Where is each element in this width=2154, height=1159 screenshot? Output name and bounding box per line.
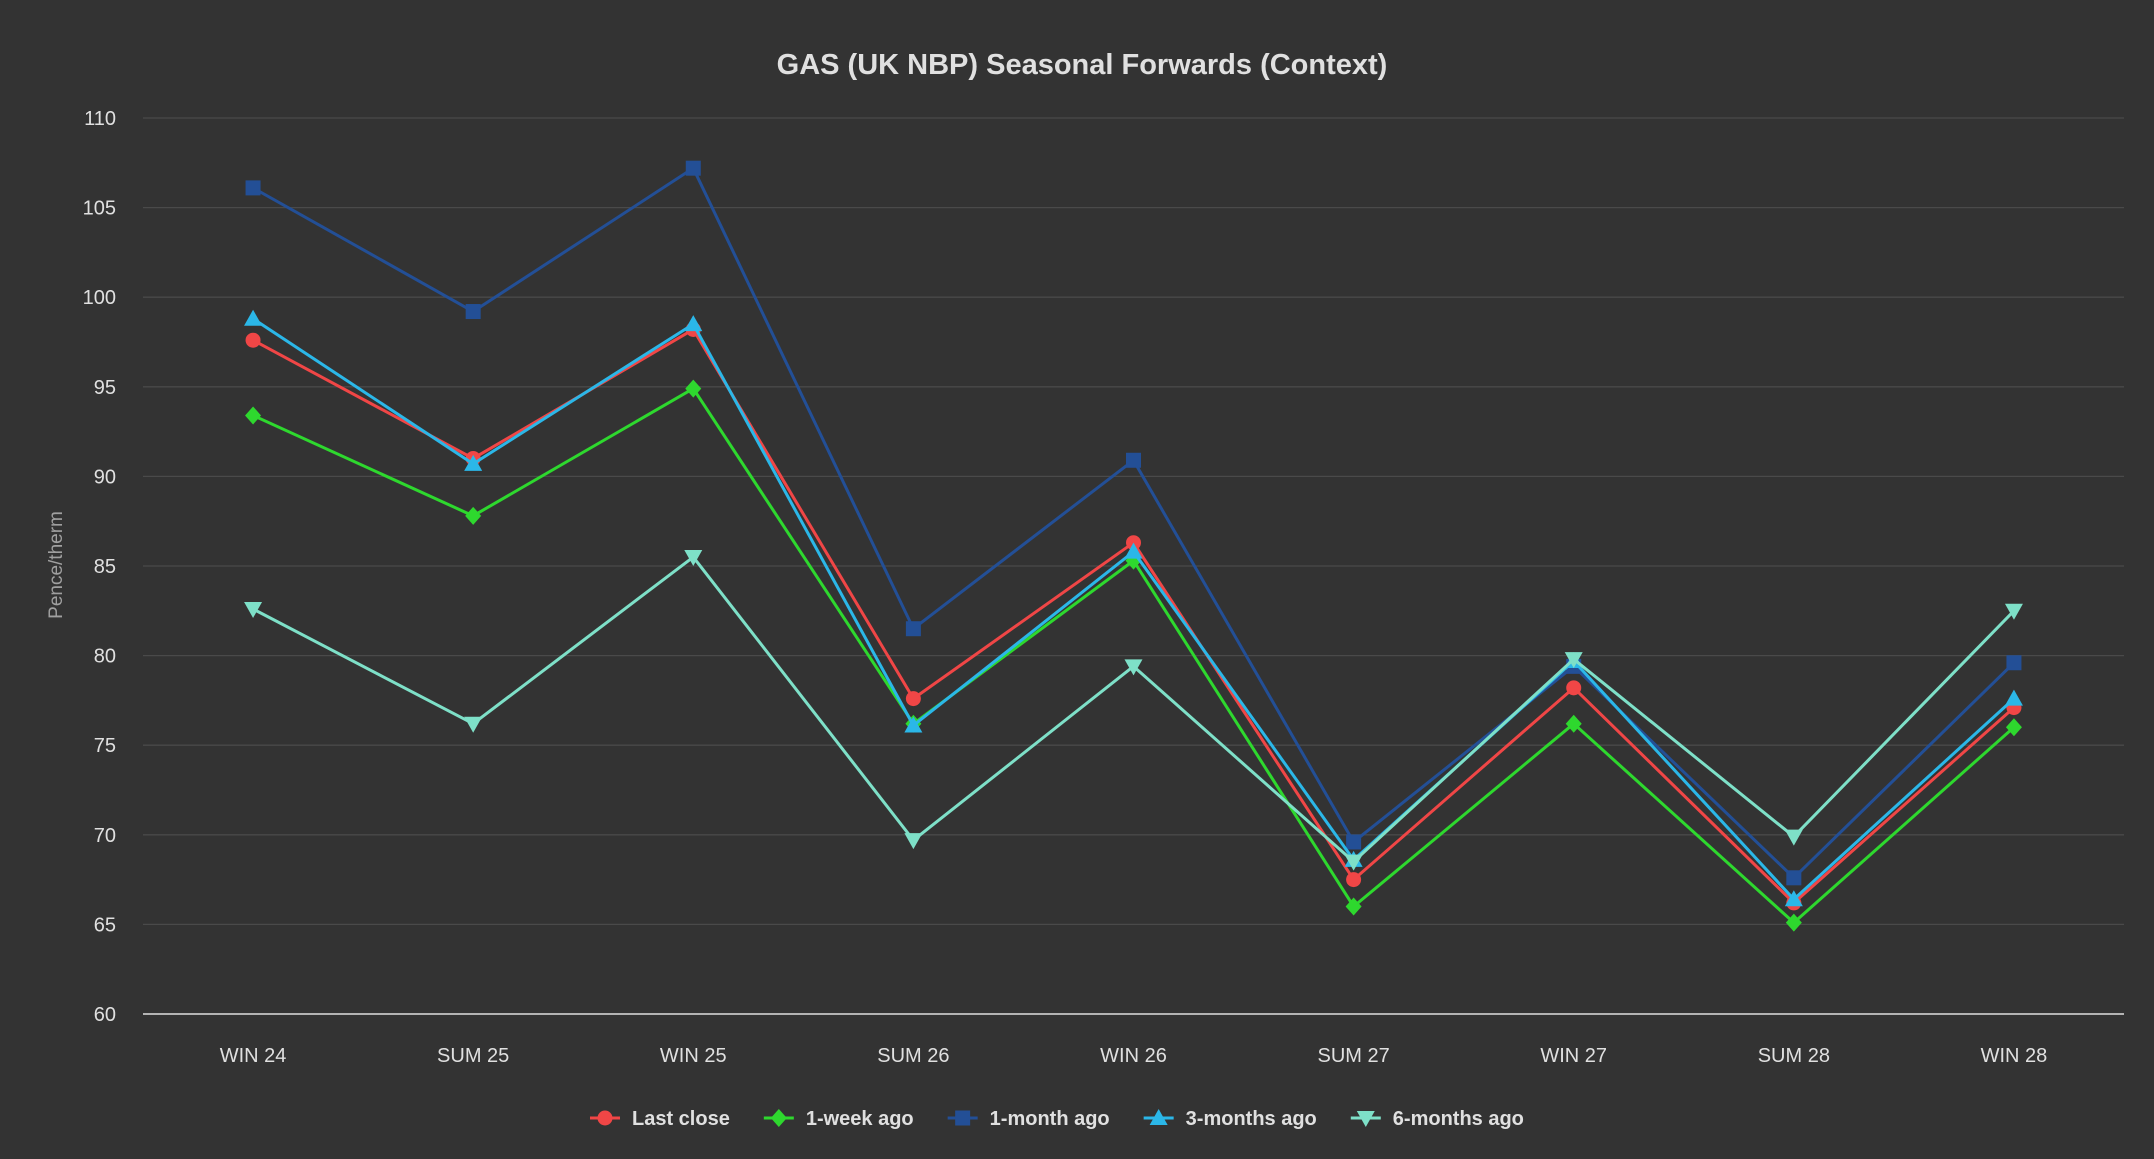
legend-item[interactable]: 6-months ago <box>1350 1108 1524 1130</box>
x-tick-label: WIN 27 <box>1540 1045 1607 1067</box>
legend-label: 3-months ago <box>1186 1108 1317 1130</box>
data-point[interactable] <box>245 406 262 425</box>
data-point[interactable] <box>244 602 263 619</box>
x-tick-label: SUM 27 <box>1317 1045 1389 1067</box>
data-point[interactable] <box>1124 659 1143 676</box>
y-tick-label: 65 <box>94 914 116 936</box>
data-point[interactable] <box>464 716 483 733</box>
data-point[interactable] <box>465 304 481 320</box>
data-point[interactable] <box>245 332 261 348</box>
data-point[interactable] <box>244 309 263 326</box>
legend-item[interactable]: 1-month ago <box>947 1108 1110 1130</box>
data-point[interactable] <box>1565 714 1582 733</box>
x-tick-label: WIN 25 <box>660 1045 727 1067</box>
data-point[interactable] <box>1566 680 1582 696</box>
x-tick-label: SUM 26 <box>877 1045 949 1067</box>
data-point[interactable] <box>904 716 923 733</box>
legend-item[interactable]: 1-week ago <box>763 1108 914 1130</box>
data-point[interactable] <box>465 506 482 525</box>
data-point[interactable] <box>1784 890 1803 907</box>
y-tick-label: 110 <box>84 108 116 130</box>
series-6-months-ago <box>244 550 2023 871</box>
y-tick-label: 70 <box>94 825 116 847</box>
y-tick-label: 105 <box>83 198 116 220</box>
data-point[interactable] <box>1345 897 1362 916</box>
data-point[interactable] <box>1346 834 1362 850</box>
y-tick-label: 95 <box>94 377 116 399</box>
data-point[interactable] <box>684 315 703 332</box>
data-point[interactable] <box>2004 689 2023 706</box>
y-tick-labels: 60 65 70 75 80 85 90 95 100 105 110 <box>83 108 116 1026</box>
data-point[interactable] <box>1346 872 1362 888</box>
legend-marker[interactable] <box>770 1109 787 1127</box>
data-point[interactable] <box>905 621 921 637</box>
data-point[interactable] <box>1344 854 1363 871</box>
y-tick-label: 90 <box>94 466 116 488</box>
data-point[interactable] <box>2004 603 2023 620</box>
y-tick-label: 80 <box>94 646 116 668</box>
legend[interactable]: Last close 1-week ago 1-month ago 3-months … <box>590 1108 1524 1130</box>
data-point[interactable] <box>464 454 483 471</box>
data-point[interactable] <box>2006 655 2022 671</box>
data-point[interactable] <box>1786 870 1802 886</box>
y-axis-label: Pence/therm <box>46 511 67 619</box>
series-1-week-ago <box>245 379 2022 932</box>
x-tick-label: WIN 24 <box>220 1045 287 1067</box>
data-point[interactable] <box>904 833 923 850</box>
data-point[interactable] <box>685 160 701 176</box>
x-tick-label: WIN 28 <box>1981 1045 2048 1067</box>
data-point[interactable] <box>1784 829 1803 846</box>
y-tick-label: 75 <box>94 735 116 757</box>
data-point[interactable] <box>685 379 702 398</box>
chart-title: GAS (UK NBP) Seasonal Forwards (Context) <box>777 49 1388 81</box>
y-tick-label: 100 <box>83 287 116 309</box>
legend-label: Last close <box>632 1108 730 1130</box>
legend-label: 6-months ago <box>1393 1108 1524 1130</box>
legend-label: 1-week ago <box>806 1108 914 1130</box>
data-point[interactable] <box>2005 718 2022 737</box>
x-tick-label: SUM 25 <box>437 1045 509 1067</box>
legend-marker[interactable] <box>1149 1109 1168 1125</box>
data-point[interactable] <box>1564 652 1583 669</box>
y-tick-label: 60 <box>94 1004 116 1026</box>
legend-marker[interactable] <box>955 1110 971 1126</box>
legend-item[interactable]: 3-months ago <box>1143 1108 1317 1130</box>
data-point[interactable] <box>684 550 703 567</box>
data-point[interactable] <box>245 180 261 196</box>
data-point[interactable] <box>1785 913 1802 932</box>
legend-marker[interactable] <box>597 1110 613 1126</box>
legend-marker[interactable] <box>1356 1111 1375 1127</box>
data-point[interactable] <box>1124 542 1143 559</box>
legend-item[interactable]: Last close <box>590 1108 730 1130</box>
x-tick-label: WIN 26 <box>1100 1045 1167 1067</box>
data-point[interactable] <box>905 691 921 707</box>
legend-label: 1-month ago <box>990 1108 1110 1130</box>
x-tick-label: SUM 28 <box>1758 1045 1830 1067</box>
y-tick-label: 85 <box>94 556 116 578</box>
data-point[interactable] <box>1126 452 1141 468</box>
x-tick-labels: WIN 24 SUM 25 WIN 25 SUM 26 WIN 26 SUM 27 WIN … <box>220 1045 2048 1067</box>
series-lines <box>244 160 2023 932</box>
